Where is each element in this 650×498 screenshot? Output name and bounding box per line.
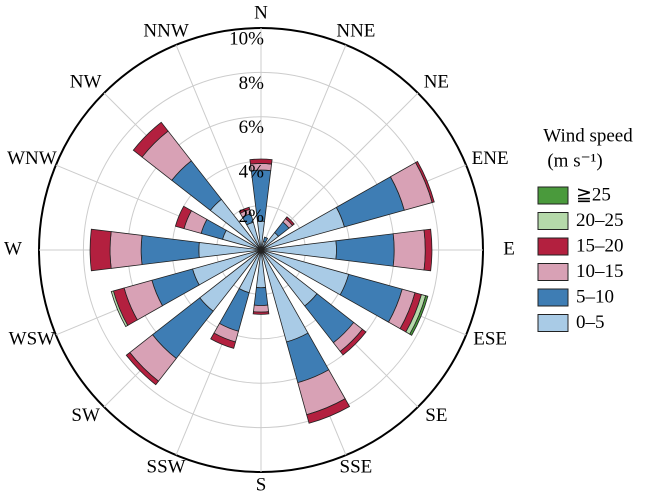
wind-wedge <box>174 205 192 230</box>
legend-label: 0–5 <box>576 312 605 333</box>
direction-label: W <box>4 238 22 259</box>
legend-label: 15–20 <box>576 235 624 256</box>
wind-wedge <box>306 398 351 424</box>
wind-wedge <box>140 234 200 266</box>
direction-label: SSW <box>147 456 186 477</box>
legend-swatch <box>537 212 569 230</box>
direction-label: WNW <box>7 148 57 169</box>
wind-wedge <box>252 304 270 313</box>
direction-label: NNW <box>143 20 188 41</box>
direction-label: ENE <box>472 148 509 169</box>
wind-wedge <box>415 160 435 204</box>
wind-wedge <box>262 236 269 243</box>
legend-swatch <box>537 263 569 281</box>
direction-label: NW <box>70 71 102 92</box>
wind-wedge <box>252 311 270 315</box>
r-tick-label: 2% <box>239 206 265 227</box>
wind-wedge <box>339 328 367 356</box>
legend-label: 10–15 <box>576 261 624 282</box>
r-tick-label: 4% <box>239 162 265 183</box>
legend-label: 5–10 <box>576 286 614 307</box>
direction-label: NNE <box>336 20 375 41</box>
direction-label: E <box>503 238 515 259</box>
legend-swatch <box>537 288 569 307</box>
wind-wedge <box>253 287 269 306</box>
direction-label: S <box>256 474 267 495</box>
direction-label: N <box>254 2 268 23</box>
legend-swatch <box>537 314 569 332</box>
direction-label: NE <box>424 71 449 92</box>
r-tick-label: 6% <box>239 117 265 138</box>
wind-wedge <box>285 216 295 226</box>
wind-wedge <box>392 229 426 271</box>
legend-label: 20–25 <box>576 210 624 231</box>
legend-unit: (m s⁻¹) <box>547 150 602 171</box>
wind-wedge <box>125 351 160 386</box>
direction-label: SSE <box>340 456 373 477</box>
legend-swatch <box>537 237 569 256</box>
wind-wedge <box>335 233 395 267</box>
direction-label: WSW <box>9 329 56 350</box>
wind-wedge <box>409 295 429 336</box>
wind-wedge <box>89 228 112 272</box>
wind-wedge <box>249 158 273 165</box>
direction-label: ESE <box>473 329 507 350</box>
wind-wedge <box>109 231 143 269</box>
wind-wedge <box>132 121 169 158</box>
wind-wedge <box>238 206 251 214</box>
direction-label: SW <box>71 405 100 426</box>
legend-swatch <box>537 186 569 205</box>
direction-label: SE <box>425 405 447 426</box>
wind-wedge <box>423 228 433 272</box>
legend-title: Wind speed <box>543 125 633 146</box>
r-tick-label: 8% <box>239 73 265 94</box>
wind-wedge <box>110 290 129 328</box>
wind-wedge <box>210 332 236 349</box>
legend-label: ≧25 <box>576 184 611 205</box>
radial-line <box>260 44 347 251</box>
r-tick-label: 10% <box>229 28 264 49</box>
